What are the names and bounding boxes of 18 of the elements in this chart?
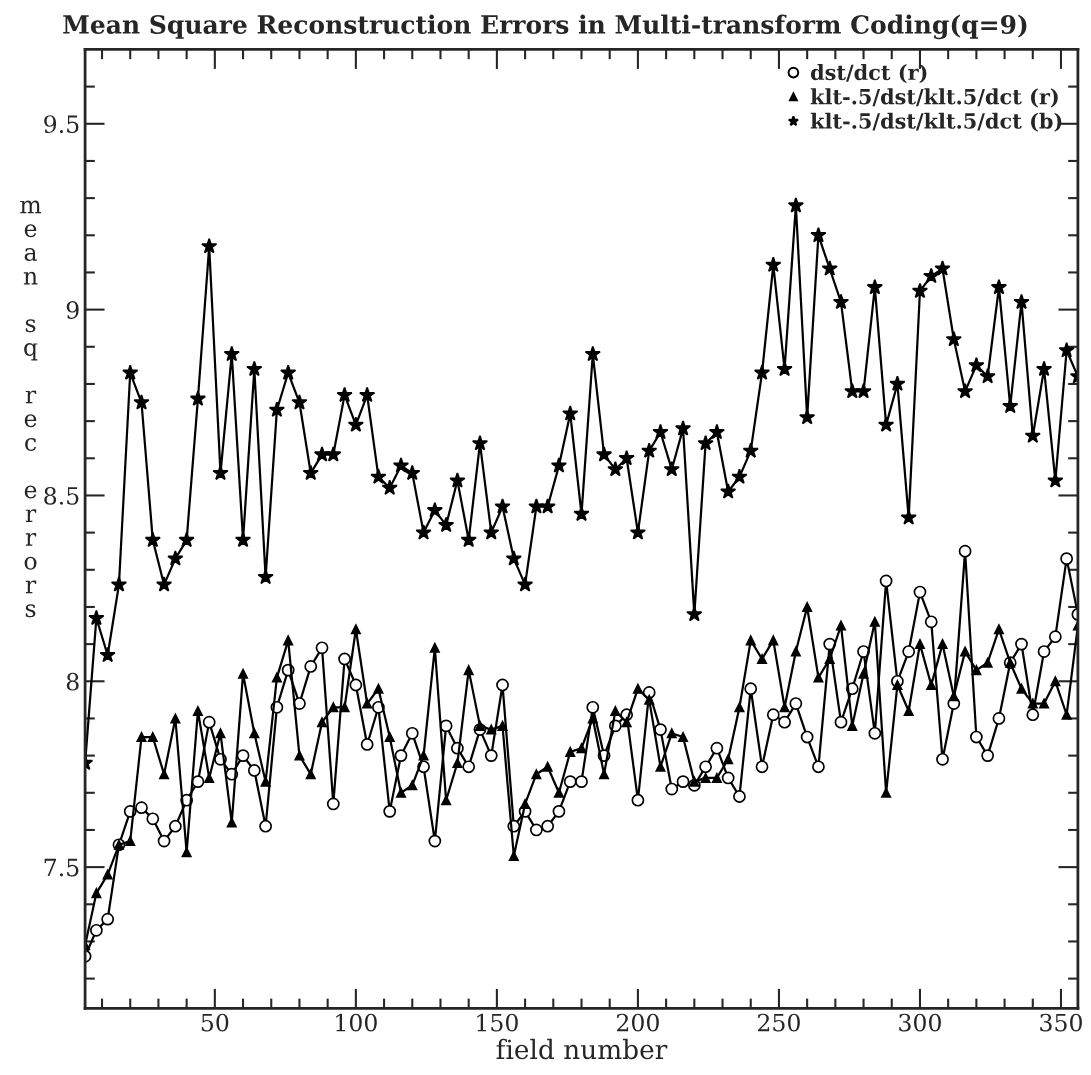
x-tick-label: 250	[758, 1013, 800, 1032]
y-tick-label: 7.5	[44, 858, 79, 877]
legend-label: klt-.5/dst/klt.5/dct (r)	[810, 88, 1058, 108]
x-axis-title: field number	[496, 1038, 668, 1060]
x-tick-label: 200	[616, 1013, 659, 1032]
y-tick-label: 8	[66, 672, 79, 691]
x-tick-label: 50	[201, 1013, 229, 1032]
chart-title: Mean Square Reconstruction Errors in Multi-transform Coding(q=9)	[63, 14, 1027, 40]
legend-label: klt-.5/dst/klt.5/dct (b)	[810, 112, 1062, 132]
y-tick-label: 9.5	[44, 115, 79, 134]
x-tick-label: 100	[336, 1013, 377, 1032]
x-tick-label: 300	[899, 1013, 941, 1032]
x-tick-label: 150	[477, 1013, 518, 1032]
y-tick-label: 8.5	[44, 486, 79, 505]
y-tick-label: 9	[66, 301, 79, 319]
legend-label: dst/dct (r)	[810, 64, 927, 84]
text: mean sq rec errors	[20, 200, 42, 618]
x-tick-label: 350	[1040, 1013, 1082, 1032]
